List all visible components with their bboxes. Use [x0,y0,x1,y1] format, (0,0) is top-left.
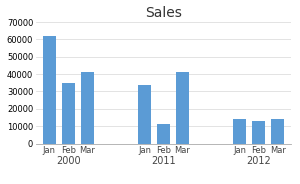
Bar [252,121,265,144]
Title: Sales: Sales [145,6,182,20]
Bar [233,119,246,144]
Bar [81,72,94,144]
Bar [157,124,170,144]
Text: 2000: 2000 [56,156,81,166]
Text: 2011: 2011 [151,156,176,166]
Bar [138,84,151,144]
Bar [62,83,75,144]
Bar [176,72,189,144]
Bar [43,36,56,144]
Text: 2012: 2012 [246,156,271,166]
Bar [271,119,284,144]
